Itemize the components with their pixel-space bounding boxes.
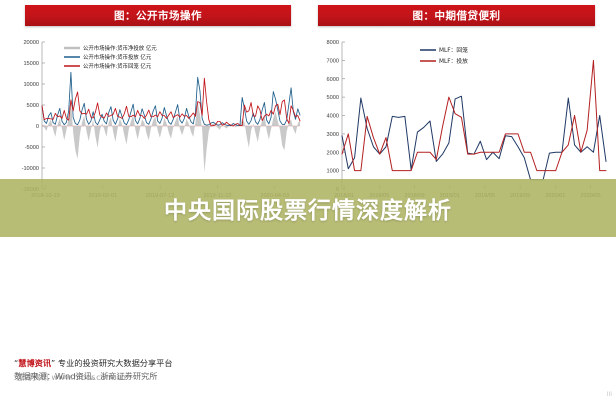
svg-text:3000: 3000 xyxy=(327,132,339,138)
overlay-band xyxy=(0,179,616,237)
overlay-banner-title: 中央国际股票行情深度解析 xyxy=(164,198,452,224)
svg-text:15000: 15000 xyxy=(23,61,39,67)
svg-text:7000: 7000 xyxy=(327,58,339,64)
svg-text:公开市场操作:货币投放 亿元: 公开市场操作:货币投放 亿元 xyxy=(83,53,152,61)
footer-tagline: 专业的投资研究大数据分享平台 xyxy=(57,358,173,368)
svg-text:10000: 10000 xyxy=(23,82,39,88)
corner-mark: III xyxy=(606,391,612,398)
svg-text:0: 0 xyxy=(36,124,39,130)
svg-text:2000: 2000 xyxy=(327,150,339,156)
footer-watermark-text: 慧博资讯 www.hibor.com.cn xyxy=(16,372,126,382)
svg-text:8000: 8000 xyxy=(327,40,339,46)
chart-panel-open-market: 图：公开市场操作 20000 15000 10000 5000 0 -5000 -10000… xyxy=(0,0,308,215)
svg-text:4000: 4000 xyxy=(327,114,339,120)
svg-text:6000: 6000 xyxy=(327,77,339,83)
footer: “慧博资讯” 专业的投资研究大数据分享平台 数据来源：Wind资讯，浙商证券研究… xyxy=(14,357,434,383)
brand-label: 慧博资讯 xyxy=(18,358,52,368)
chart-title-open-market: 图：公开市场操作 xyxy=(25,5,291,26)
svg-text:5000: 5000 xyxy=(27,103,39,109)
svg-text:-5000: -5000 xyxy=(25,145,39,151)
footer-line-brand: “慧博资讯” 专业的投资研究大数据分享平台 xyxy=(14,357,434,370)
svg-text:20000: 20000 xyxy=(23,40,39,46)
footer-source-text: 数据来源：Wind资讯，浙商证券研究所 xyxy=(14,371,158,381)
svg-text:5000: 5000 xyxy=(327,95,339,101)
quote-close: ” xyxy=(51,358,56,368)
svg-text:MLF：回笼: MLF：回笼 xyxy=(439,46,468,54)
svg-text:公开市场操作:货币回笼 亿元: 公开市场操作:货币回笼 亿元 xyxy=(83,62,152,70)
svg-text:MLF：投放: MLF：投放 xyxy=(439,57,468,65)
footer-line-source: 数据来源：Wind资讯，浙商证券研究所 慧博资讯 www.hibor.com.c… xyxy=(14,370,434,383)
svg-text:1000: 1000 xyxy=(327,169,339,175)
svg-text:-10000: -10000 xyxy=(22,166,39,172)
chart-title-mlf: 图：中期借贷便利 xyxy=(318,5,595,26)
quote-open: “ xyxy=(14,358,19,368)
svg-text:公开市场操作:货币净投放 亿元: 公开市场操作:货币净投放 亿元 xyxy=(83,44,157,52)
